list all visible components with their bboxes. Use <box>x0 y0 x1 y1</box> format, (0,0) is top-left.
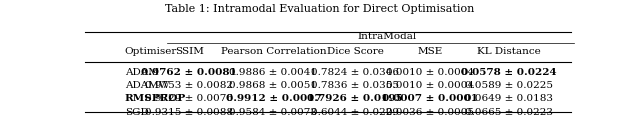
Text: 0.9912 ± 0.0017: 0.9912 ± 0.0017 <box>225 94 321 103</box>
Text: 0.0010 ± 0.0004: 0.0010 ± 0.0004 <box>386 68 474 77</box>
Text: IntraModal: IntraModal <box>358 32 417 41</box>
Text: 0.9584 ± 0.0073: 0.9584 ± 0.0073 <box>230 108 317 117</box>
Text: 0.9868 ± 0.0051: 0.9868 ± 0.0051 <box>230 81 317 90</box>
Text: RMSPROP: RMSPROP <box>125 94 186 103</box>
Text: Optimiser: Optimiser <box>125 47 177 56</box>
Text: SSIM: SSIM <box>175 47 204 56</box>
Text: KL Distance: KL Distance <box>477 47 541 56</box>
Text: 0.0007 ± 0.0001: 0.0007 ± 0.0001 <box>381 94 477 103</box>
Text: MSE: MSE <box>417 47 442 56</box>
Text: 0.9762 ± 0.0081: 0.9762 ± 0.0081 <box>141 68 237 77</box>
Text: 0.7824 ± 0.0346: 0.7824 ± 0.0346 <box>311 68 399 77</box>
Text: 0.0665 ± 0.0223: 0.0665 ± 0.0223 <box>465 108 553 117</box>
Text: ADAM: ADAM <box>125 68 159 77</box>
Text: 0.7836 ± 0.0355: 0.7836 ± 0.0355 <box>311 81 399 90</box>
Text: 0.0578 ± 0.0224: 0.0578 ± 0.0224 <box>461 68 557 77</box>
Text: ADAMW: ADAMW <box>125 81 169 90</box>
Text: Dice Score: Dice Score <box>327 47 384 56</box>
Text: 0.9886 ± 0.0041: 0.9886 ± 0.0041 <box>230 68 317 77</box>
Text: 0.0036 ± 0.0005: 0.0036 ± 0.0005 <box>386 108 474 117</box>
Text: 0.9315 ± 0.0088: 0.9315 ± 0.0088 <box>145 108 233 117</box>
Text: SGD: SGD <box>125 108 148 117</box>
Text: 0.0649 ± 0.0183: 0.0649 ± 0.0183 <box>465 94 553 103</box>
Text: 0.0010 ± 0.0004: 0.0010 ± 0.0004 <box>386 81 474 90</box>
Text: 0.7926 ± 0.0195: 0.7926 ± 0.0195 <box>307 94 403 103</box>
Text: Table 1: Intramodal Evaluation for Direct Optimisation: Table 1: Intramodal Evaluation for Direc… <box>165 4 475 14</box>
Text: 0.6044 ± 0.0229: 0.6044 ± 0.0229 <box>311 108 399 117</box>
Text: 0.9729 ± 0.0076: 0.9729 ± 0.0076 <box>145 94 233 103</box>
Text: Pearson Correlation: Pearson Correlation <box>221 47 326 56</box>
Text: 0.0589 ± 0.0225: 0.0589 ± 0.0225 <box>465 81 553 90</box>
Text: 0.9753 ± 0.0082: 0.9753 ± 0.0082 <box>145 81 233 90</box>
